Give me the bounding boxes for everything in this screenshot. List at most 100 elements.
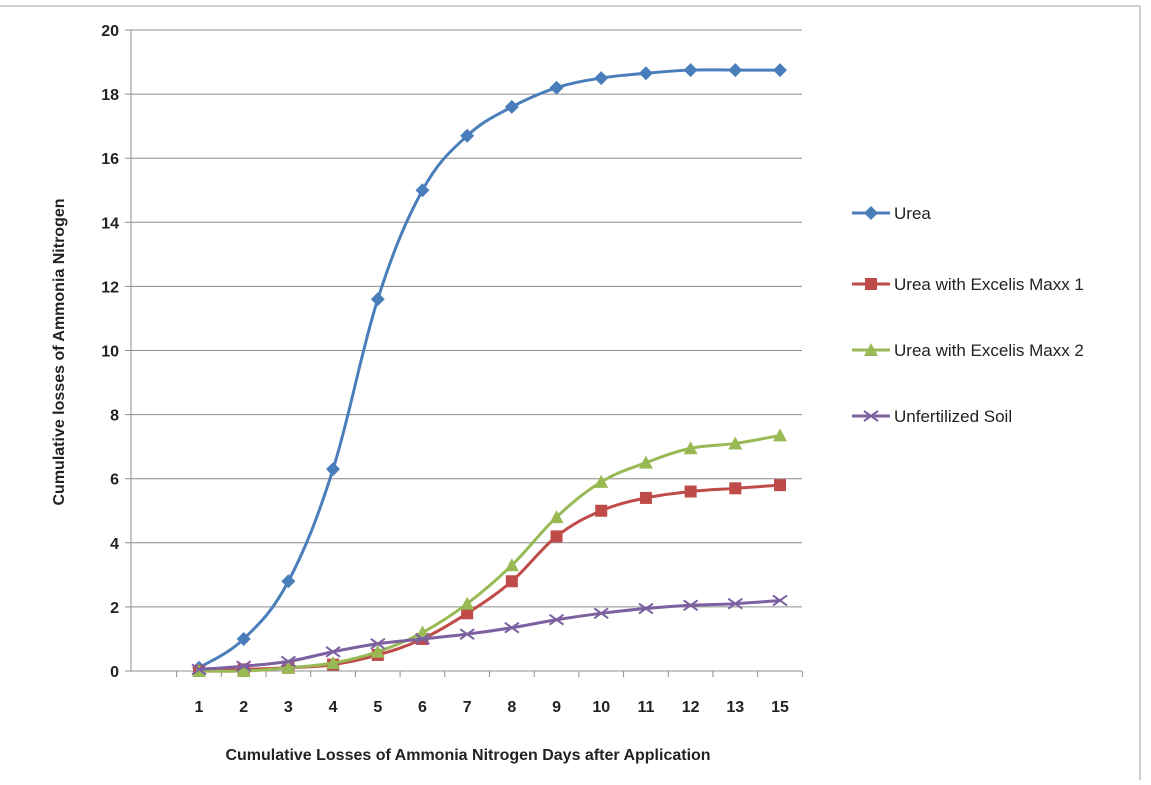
data-point [460, 596, 475, 610]
y-tick-label: 2 [110, 600, 119, 617]
data-point [593, 607, 609, 620]
data-point-stroke [548, 613, 565, 626]
x-tick-label: 6 [418, 699, 427, 716]
data-point-stroke [459, 628, 475, 640]
data-point [236, 660, 252, 673]
series-urea [192, 63, 787, 675]
x-tick-label: 2 [239, 699, 248, 716]
x-tick-labels: 1 2 3 4 5 6 7 8 9 10 11 12 13 15 [195, 699, 789, 716]
data-point [281, 660, 296, 674]
data-point [325, 645, 341, 658]
data-point [594, 71, 609, 86]
data-point-stroke [638, 602, 654, 615]
legend: Urea Urea with Excelis Maxx 1 Urea with Ex… [852, 204, 1084, 426]
x-tick-label: 11 [637, 699, 654, 716]
x-tick-label: 3 [284, 699, 293, 716]
x-tick-label: 9 [552, 699, 561, 716]
y-tick-label: 20 [101, 23, 119, 40]
data-point-stroke [772, 594, 788, 607]
y-axis-title: Cumulative losses of Ammonia Nitrogen [51, 198, 68, 505]
data-point [280, 655, 296, 668]
series-line [198, 433, 781, 673]
data-point [370, 644, 385, 658]
data-point [773, 428, 787, 442]
data-point-stroke [325, 645, 341, 658]
y-tick-label: 10 [101, 344, 119, 361]
series-line [198, 68, 780, 670]
data-point [550, 530, 563, 543]
y-tick-label: 16 [101, 151, 119, 168]
data-point [504, 99, 519, 114]
data-point-stroke [191, 663, 207, 676]
data-point [774, 479, 786, 492]
legend-label: Unfertilized Soil [894, 407, 1012, 426]
series-group [191, 63, 788, 677]
data-point [281, 574, 296, 589]
data-point [728, 63, 743, 78]
data-point [684, 485, 697, 498]
series-urea-with-excelis-maxx-1 [193, 479, 786, 677]
data-point [729, 482, 742, 495]
x-tick-label: 12 [682, 699, 700, 716]
data-point [504, 558, 519, 572]
x-axis-title: Cumulative Losses of Ammonia Nitrogen Da… [225, 747, 710, 764]
data-point [638, 602, 654, 615]
series-line [198, 598, 781, 671]
data-point [370, 637, 386, 650]
legend-item: Urea with Excelis Maxx 2 [852, 341, 1084, 360]
x-tick-label: 1 [195, 699, 204, 716]
series-unfertilized-soil [191, 594, 788, 676]
data-point-stroke [280, 655, 296, 668]
data-point-stroke [236, 660, 252, 673]
legend-item: Unfertilized Soil [852, 407, 1012, 426]
data-point [683, 599, 699, 612]
x-tick-label: 13 [726, 699, 744, 716]
y-tick-label: 14 [101, 215, 119, 232]
data-point [236, 631, 251, 646]
data-point [594, 474, 609, 488]
x-tick-label: 10 [592, 699, 610, 716]
legend-item: Urea [852, 204, 931, 223]
x-tick-label: 15 [771, 699, 789, 716]
data-point [236, 664, 251, 677]
data-point [549, 510, 564, 524]
data-point-stroke [593, 607, 609, 620]
data-point [864, 206, 878, 220]
y-tick-label: 6 [110, 472, 119, 489]
series-urea-with-excelis-maxx-2 [192, 428, 787, 677]
legend-item: Urea with Excelis Maxx 1 [852, 275, 1084, 294]
data-point [683, 441, 698, 455]
data-point-stroke [370, 637, 386, 650]
data-point [595, 504, 608, 517]
x-tick-label: 7 [463, 699, 472, 716]
y-tick-label: 0 [110, 664, 119, 681]
legend-label: Urea with Excelis Maxx 2 [894, 341, 1084, 360]
data-point [326, 462, 341, 477]
data-point [505, 575, 518, 588]
data-point [461, 607, 474, 620]
data-point [638, 66, 653, 81]
data-point [728, 436, 743, 450]
y-tick-label: 8 [110, 408, 119, 425]
axes [125, 29, 803, 677]
y-tick-labels: 0 2 4 6 8 10 12 14 16 18 20 [101, 23, 119, 681]
data-point [727, 597, 743, 610]
data-point [638, 455, 653, 469]
data-point [865, 278, 877, 290]
y-tick-label: 4 [110, 536, 119, 553]
data-point [772, 594, 788, 607]
data-point [548, 613, 565, 626]
data-point [549, 80, 564, 95]
data-point [773, 63, 787, 78]
x-tick-label: 5 [373, 699, 382, 716]
data-point-stroke [414, 633, 431, 645]
data-point-stroke [863, 410, 879, 422]
gridlines [131, 29, 802, 608]
data-point-stroke [683, 599, 699, 612]
data-point [460, 128, 475, 143]
data-point [326, 655, 341, 669]
data-point [370, 292, 385, 307]
data-point [191, 663, 207, 676]
data-point-stroke [727, 597, 743, 610]
data-point [639, 491, 652, 504]
